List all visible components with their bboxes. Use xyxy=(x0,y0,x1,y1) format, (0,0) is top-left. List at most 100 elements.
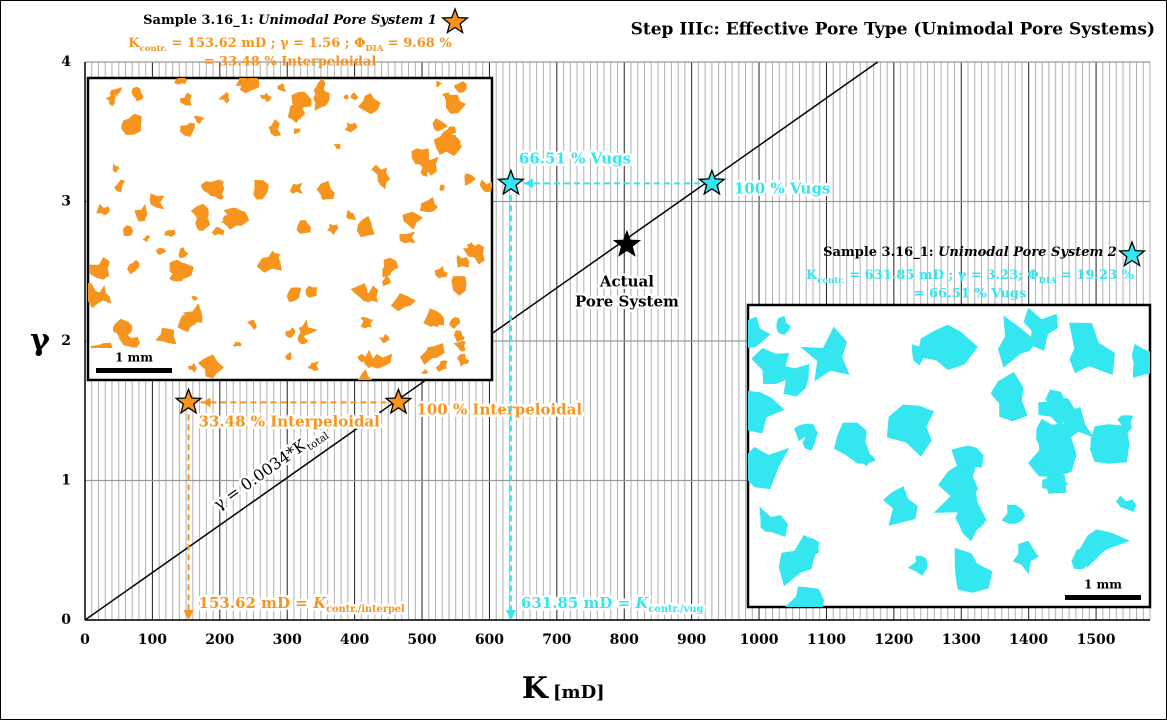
pore xyxy=(316,180,335,200)
scale-bar xyxy=(1065,595,1141,600)
pore xyxy=(420,165,432,177)
pore xyxy=(371,353,393,369)
panel-fraction: = 66.51 % Vugs xyxy=(914,287,1027,302)
axis-note: 631.85 mD = Kcontr./vug xyxy=(521,594,704,615)
pore xyxy=(356,216,375,238)
scale-label: 1 mm xyxy=(1084,578,1122,592)
y-tick-label: 4 xyxy=(61,54,71,70)
pore xyxy=(333,143,341,150)
pore xyxy=(451,276,467,296)
pore xyxy=(420,343,445,365)
panel-star-icon xyxy=(1117,240,1147,267)
x-tick-label: 1500 xyxy=(1077,632,1116,648)
x-tick-label: 900 xyxy=(677,632,706,648)
arrow-head xyxy=(202,397,211,408)
point-label: Actual xyxy=(599,273,654,291)
text-segment: = 19.23 % xyxy=(1056,268,1134,283)
pore xyxy=(190,203,209,221)
pore xyxy=(378,333,390,343)
pore xyxy=(112,163,120,173)
pore xyxy=(990,372,1028,422)
pore xyxy=(420,196,438,213)
pore xyxy=(1023,307,1058,351)
point-label: 33.48 % Interpeloidal xyxy=(199,412,381,430)
pore xyxy=(793,423,817,442)
pore xyxy=(834,422,871,464)
pore xyxy=(1012,540,1039,575)
pore xyxy=(382,257,399,278)
pore xyxy=(197,354,224,379)
text-segment: Sample 3.16_1: xyxy=(823,245,938,260)
pore xyxy=(449,317,461,329)
text-segment: contr. xyxy=(817,275,844,285)
pore xyxy=(285,351,292,361)
pore xyxy=(193,115,205,125)
x-tick-label: 200 xyxy=(205,632,234,648)
pore xyxy=(748,446,790,490)
pore xyxy=(453,81,467,93)
pore xyxy=(997,315,1037,368)
chart-title: Step IIIc: Effective Pore Type (Unimodal… xyxy=(631,20,1155,40)
arrow-head xyxy=(183,610,194,620)
pore xyxy=(268,119,282,137)
text-segment: K xyxy=(806,268,818,283)
pore xyxy=(436,80,443,87)
pore xyxy=(759,506,788,537)
pore xyxy=(951,445,984,471)
pore xyxy=(1028,429,1077,478)
pore xyxy=(259,92,272,103)
y-tick-label: 3 xyxy=(61,194,71,210)
point-label: 100 % Vugs xyxy=(734,179,831,197)
pore xyxy=(1060,407,1094,439)
pore xyxy=(439,184,445,191)
point-label: 100 % Interpeloidal xyxy=(416,400,582,418)
point-label: 66.51 % Vugs xyxy=(519,149,631,167)
pore xyxy=(164,229,176,237)
pore xyxy=(435,360,448,372)
pore xyxy=(350,92,358,101)
pore xyxy=(256,250,282,273)
pore xyxy=(313,78,326,96)
pore xyxy=(121,113,142,135)
pore xyxy=(119,332,140,348)
text-segment: K xyxy=(128,36,140,51)
pore xyxy=(177,314,196,333)
pore xyxy=(1090,424,1130,464)
text-segment: Unimodal Pore System 2 xyxy=(938,245,1117,260)
pore xyxy=(298,319,318,340)
x-tick-label: 700 xyxy=(542,632,571,648)
pore xyxy=(286,287,302,303)
text-segment: 153.62 mD = xyxy=(199,594,314,612)
y-tick-label: 1 xyxy=(61,473,71,489)
pore xyxy=(1079,529,1130,568)
pore xyxy=(1001,504,1026,524)
pore xyxy=(296,220,311,234)
pore xyxy=(357,353,365,363)
x-tick-label: 800 xyxy=(610,632,639,648)
pore xyxy=(776,315,791,335)
pore xyxy=(411,148,429,165)
pore xyxy=(402,211,423,230)
pore xyxy=(187,362,197,373)
pore xyxy=(180,92,192,106)
data-star xyxy=(174,387,203,415)
x-tick-label: 100 xyxy=(138,632,167,648)
pore xyxy=(748,316,771,348)
pore xyxy=(88,283,102,309)
pore xyxy=(381,275,391,287)
x-tick-label: 1400 xyxy=(1009,632,1048,648)
pore xyxy=(883,486,918,526)
pore xyxy=(182,303,203,324)
pore xyxy=(399,231,416,244)
y-tick-label: 2 xyxy=(61,333,71,349)
pore xyxy=(196,312,203,321)
scale-bar xyxy=(96,368,172,373)
pore xyxy=(211,227,225,236)
pore xyxy=(361,349,374,369)
x-tick-label: 1300 xyxy=(942,632,981,648)
pore xyxy=(195,217,210,231)
panel-stats: Kcontr. = 631.85 mD ; γ = 3.23; ΦDIA = 1… xyxy=(806,268,1135,285)
pore xyxy=(155,327,177,345)
pore xyxy=(180,122,195,137)
